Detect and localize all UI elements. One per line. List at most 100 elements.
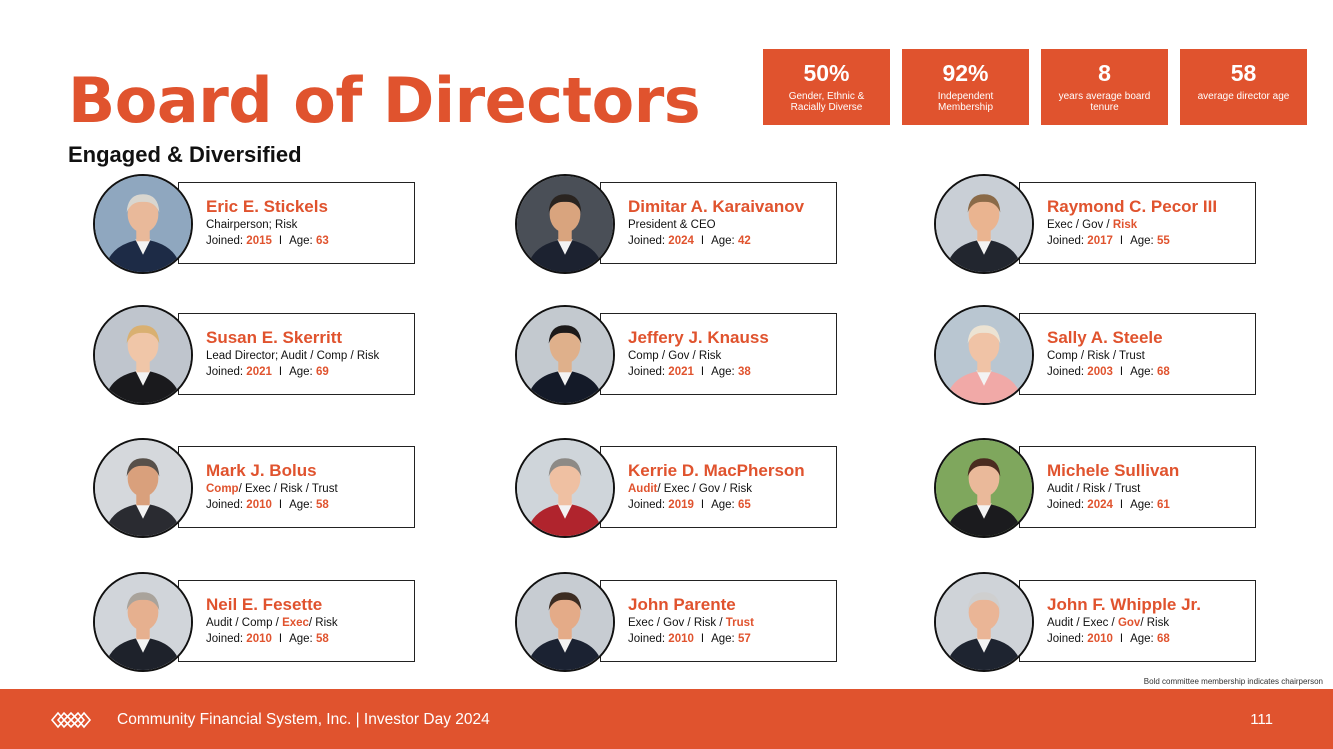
director-photo-icon xyxy=(936,307,1032,403)
age-label: Age: xyxy=(711,235,735,247)
age-label: Age: xyxy=(289,235,313,247)
director-card: Mark J. Bolus Comp/ Exec / Risk / Trust Jo… xyxy=(93,438,418,538)
director-photo xyxy=(515,305,615,405)
director-tenure: Joined: 2024 I Age: 42 xyxy=(628,235,751,247)
director-photo-icon xyxy=(517,574,613,670)
director-card: John F. Whipple Jr. Audit / Exec / Gov/ R… xyxy=(934,572,1259,672)
director-age: 57 xyxy=(737,633,751,645)
director-photo xyxy=(93,174,193,274)
director-photo xyxy=(93,572,193,672)
separator: I xyxy=(1119,499,1124,511)
separator: I xyxy=(278,366,283,378)
joined-year: 2010 xyxy=(246,633,272,645)
director-tenure: Joined: 2010 I Age: 58 xyxy=(206,499,329,511)
page-subtitle: Engaged & Diversified xyxy=(68,142,302,167)
stat-box: 50% Gender, Ethnic & Racially Diverse xyxy=(763,49,890,125)
director-name: Mark J. Bolus xyxy=(206,461,317,480)
committee-text: Audit / Comp / xyxy=(206,617,283,629)
director-photo-icon xyxy=(936,440,1032,536)
director-age: 38 xyxy=(737,366,751,378)
committee-text: Comp xyxy=(206,483,239,495)
age-label: Age: xyxy=(289,633,313,645)
director-tenure: Joined: 2019 I Age: 65 xyxy=(628,499,751,511)
director-info-box xyxy=(600,182,837,264)
director-info-box xyxy=(600,313,837,395)
age-label: Age: xyxy=(1130,499,1154,511)
director-card: John Parente Exec / Gov / Risk / Trust Joi… xyxy=(515,572,840,672)
director-card: Dimitar A. Karaivanov President & CEO Join… xyxy=(515,174,840,274)
separator: I xyxy=(278,235,283,247)
separator: I xyxy=(278,499,283,511)
director-photo xyxy=(934,305,1034,405)
director-info-box xyxy=(1019,446,1256,528)
separator: I xyxy=(1119,366,1124,378)
separator: I xyxy=(700,235,705,247)
director-card: Kerrie D. MacPherson Audit/ Exec / Gov / … xyxy=(515,438,840,538)
committee-text: Exec / Gov / xyxy=(1047,219,1113,231)
director-name: Dimitar A. Karaivanov xyxy=(628,197,805,216)
committee-text: Comp / Gov / Risk xyxy=(628,350,722,362)
joined-label: Joined: xyxy=(1047,235,1085,247)
joined-label: Joined: xyxy=(1047,499,1085,511)
director-role: Audit / Exec / Gov/ Risk xyxy=(1047,617,1169,629)
director-tenure: Joined: 2015 I Age: 63 xyxy=(206,235,329,247)
joined-year: 2003 xyxy=(1087,366,1113,378)
director-role: Exec / Gov / Risk xyxy=(1047,219,1137,231)
director-card: Michele Sullivan Audit / Risk / Trust Join… xyxy=(934,438,1259,538)
director-tenure: Joined: 2010 I Age: 57 xyxy=(628,633,751,645)
joined-year: 2015 xyxy=(246,235,272,247)
director-photo-icon xyxy=(517,176,613,272)
committee-text: Exec xyxy=(282,617,309,629)
committee-text: / Risk xyxy=(1140,617,1170,629)
director-photo-icon xyxy=(517,307,613,403)
director-role: Audit / Risk / Trust xyxy=(1047,483,1140,495)
director-name: John F. Whipple Jr. xyxy=(1047,595,1201,614)
separator: I xyxy=(278,633,283,645)
director-name: Eric E. Stickels xyxy=(206,197,328,216)
director-name: Kerrie D. MacPherson xyxy=(628,461,805,480)
joined-label: Joined: xyxy=(628,366,666,378)
director-age: 58 xyxy=(315,633,329,645)
stat-value: 50% xyxy=(803,60,850,86)
separator: I xyxy=(1119,235,1124,247)
director-age: 68 xyxy=(1156,633,1170,645)
director-photo xyxy=(934,438,1034,538)
director-info-box xyxy=(1019,182,1256,264)
stat-box: 8 years average board tenure xyxy=(1041,49,1168,125)
page-title: Board of Directors xyxy=(68,64,701,137)
stat-value: 8 xyxy=(1098,60,1111,86)
director-role: Lead Director; Audit / Comp / Risk xyxy=(206,350,379,362)
joined-label: Joined: xyxy=(1047,633,1085,645)
footer-text: Community Financial System, Inc. | Inves… xyxy=(117,711,490,728)
director-role: Comp/ Exec / Risk / Trust xyxy=(206,483,338,495)
separator: I xyxy=(700,366,705,378)
director-card: Eric E. Stickels Chairperson; Risk Joined:… xyxy=(93,174,418,274)
director-name: Raymond C. Pecor III xyxy=(1047,197,1218,216)
age-label: Age: xyxy=(711,366,735,378)
stat-box: 92% Independent Membership xyxy=(902,49,1029,125)
director-name: Sally A. Steele xyxy=(1047,328,1163,347)
stat-label: average director age xyxy=(1197,91,1290,103)
director-card: Susan E. Skerritt Lead Director; Audit / … xyxy=(93,305,418,405)
director-photo-icon xyxy=(936,574,1032,670)
joined-year: 2017 xyxy=(1087,235,1113,247)
director-role: Audit / Comp / Exec/ Risk xyxy=(206,617,338,629)
director-info-box xyxy=(600,446,837,528)
stat-box: 58 average director age xyxy=(1180,49,1307,125)
director-card: Neil E. Fesette Audit / Comp / Exec/ Risk… xyxy=(93,572,418,672)
director-role: Comp / Gov / Risk xyxy=(628,350,721,362)
director-age: 58 xyxy=(315,499,329,511)
age-label: Age: xyxy=(289,366,313,378)
director-info-box xyxy=(1019,580,1256,662)
director-photo-icon xyxy=(517,440,613,536)
separator: I xyxy=(1119,633,1124,645)
joined-label: Joined: xyxy=(1047,366,1085,378)
stat-value: 92% xyxy=(942,60,989,86)
director-name: John Parente xyxy=(628,595,736,614)
director-name: Susan E. Skerritt xyxy=(206,328,343,347)
director-info-box xyxy=(178,182,415,264)
director-role: Comp / Risk / Trust xyxy=(1047,350,1145,362)
director-tenure: Joined: 2017 I Age: 55 xyxy=(1047,235,1170,247)
age-label: Age: xyxy=(711,499,735,511)
stat-value: 58 xyxy=(1230,60,1257,86)
